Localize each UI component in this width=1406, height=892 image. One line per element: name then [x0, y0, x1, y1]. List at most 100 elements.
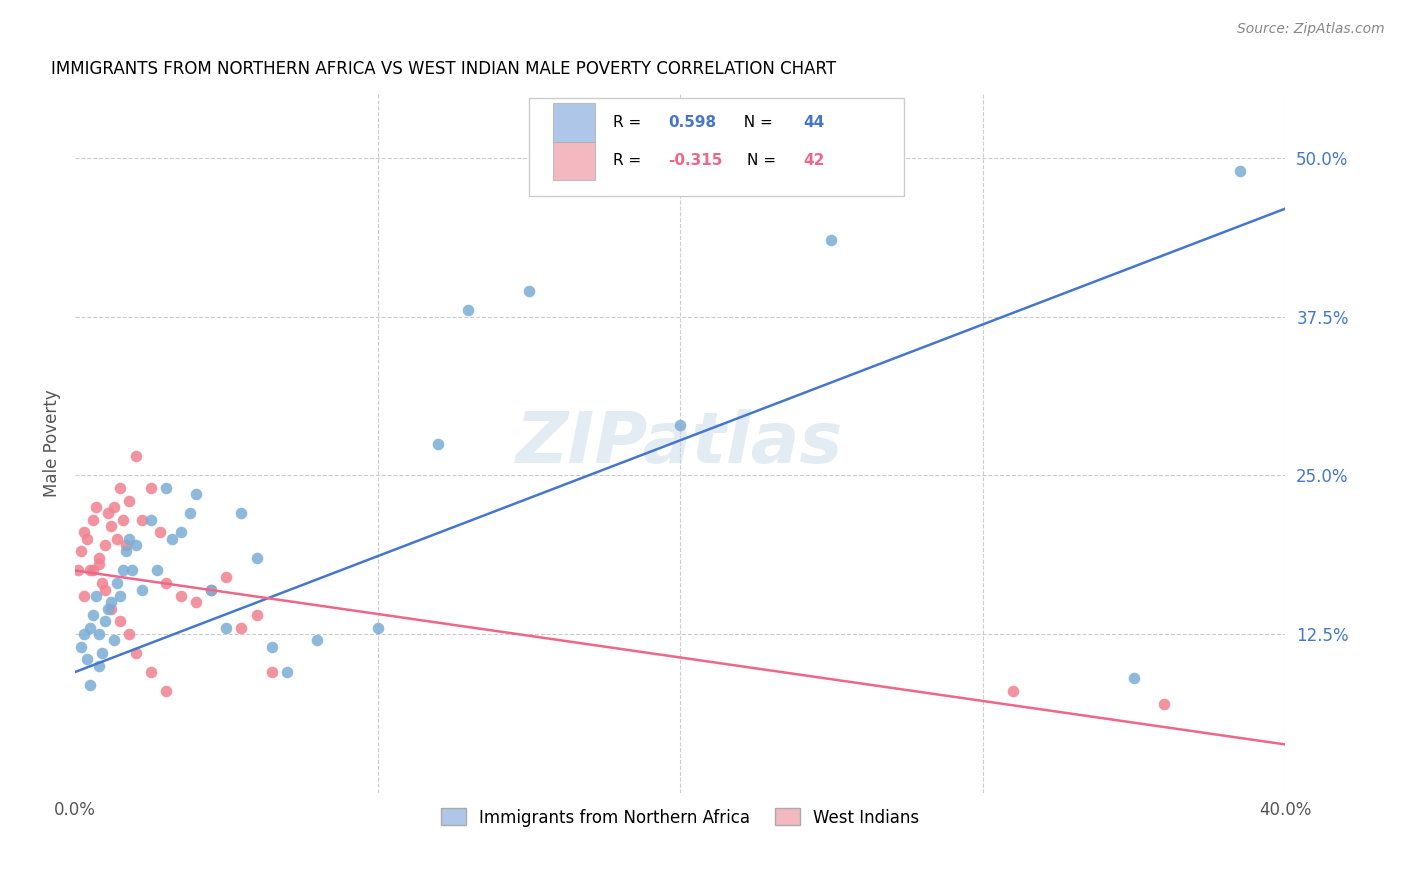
Point: [73, 525, 96, 540]
Point: [89, 557, 111, 571]
Point: [184, 595, 207, 609]
Point: [215, 570, 238, 584]
Point: [245, 550, 267, 565]
Point: [110, 481, 132, 495]
Point: [155, 576, 177, 591]
Point: [170, 525, 193, 540]
Text: IMMIGRANTS FROM NORTHERN AFRICA VS WEST INDIAN MALE POVERTY CORRELATION CHART: IMMIGRANTS FROM NORTHERN AFRICA VS WEST …: [51, 60, 837, 78]
Point: [1122, 672, 1144, 686]
Point: [231, 507, 253, 521]
Bar: [553, 142, 595, 180]
Point: [79, 621, 101, 635]
Point: [82, 607, 104, 622]
Point: [118, 493, 141, 508]
Point: [79, 564, 101, 578]
Text: 42: 42: [803, 153, 825, 169]
Point: [260, 665, 283, 679]
Text: ZIPatlas: ZIPatlas: [516, 409, 844, 478]
Point: [94, 614, 117, 628]
Point: [427, 436, 450, 450]
Point: [89, 627, 111, 641]
Point: [97, 507, 120, 521]
Point: [115, 544, 138, 558]
Point: [1153, 697, 1175, 711]
Point: [669, 417, 692, 432]
Point: [145, 564, 167, 578]
Point: [110, 614, 132, 628]
Point: [84, 589, 107, 603]
Point: [76, 652, 98, 666]
Point: [517, 284, 540, 298]
Point: [70, 544, 93, 558]
Point: [82, 513, 104, 527]
Point: [131, 513, 153, 527]
Bar: [553, 103, 595, 142]
Point: [367, 621, 389, 635]
Point: [70, 640, 93, 654]
Text: R =: R =: [613, 115, 647, 130]
Point: [94, 538, 117, 552]
Point: [184, 487, 207, 501]
Point: [84, 500, 107, 514]
Point: [112, 564, 135, 578]
Point: [260, 640, 283, 654]
Point: [200, 582, 222, 597]
Text: 44: 44: [803, 115, 825, 130]
Text: 0.598: 0.598: [668, 115, 716, 130]
Point: [121, 564, 143, 578]
Point: [67, 564, 90, 578]
Point: [155, 684, 177, 698]
Point: [124, 646, 146, 660]
Point: [179, 507, 201, 521]
FancyBboxPatch shape: [529, 98, 904, 195]
Text: -0.315: -0.315: [668, 153, 723, 169]
Point: [100, 519, 122, 533]
Point: [149, 525, 172, 540]
Point: [245, 607, 267, 622]
Point: [1001, 684, 1024, 698]
Text: Source: ZipAtlas.com: Source: ZipAtlas.com: [1237, 22, 1385, 37]
Point: [139, 665, 162, 679]
Point: [305, 633, 328, 648]
Point: [91, 646, 114, 660]
Point: [1229, 163, 1251, 178]
Point: [139, 481, 162, 495]
Point: [73, 627, 96, 641]
Point: [457, 303, 479, 318]
Point: [100, 601, 122, 615]
Text: N =: N =: [747, 153, 780, 169]
Point: [118, 627, 141, 641]
Point: [118, 532, 141, 546]
Point: [103, 500, 125, 514]
Point: [276, 665, 298, 679]
Point: [115, 538, 138, 552]
Point: [131, 582, 153, 597]
Point: [124, 538, 146, 552]
Point: [105, 576, 128, 591]
Point: [155, 481, 177, 495]
Text: N =: N =: [734, 115, 778, 130]
Legend: Immigrants from Northern Africa, West Indians: Immigrants from Northern Africa, West In…: [434, 802, 927, 833]
Y-axis label: Male Poverty: Male Poverty: [44, 390, 60, 498]
Point: [820, 234, 842, 248]
Point: [231, 621, 253, 635]
Point: [103, 633, 125, 648]
Point: [73, 589, 96, 603]
Point: [94, 582, 117, 597]
Point: [215, 621, 238, 635]
Point: [112, 513, 135, 527]
Text: R =: R =: [613, 153, 647, 169]
Point: [105, 532, 128, 546]
Point: [160, 532, 183, 546]
Point: [97, 601, 120, 615]
Point: [200, 582, 222, 597]
Point: [76, 532, 98, 546]
Point: [100, 595, 122, 609]
Point: [139, 513, 162, 527]
Point: [82, 564, 104, 578]
Point: [89, 658, 111, 673]
Point: [79, 678, 101, 692]
Point: [91, 576, 114, 591]
Point: [89, 550, 111, 565]
Point: [170, 589, 193, 603]
